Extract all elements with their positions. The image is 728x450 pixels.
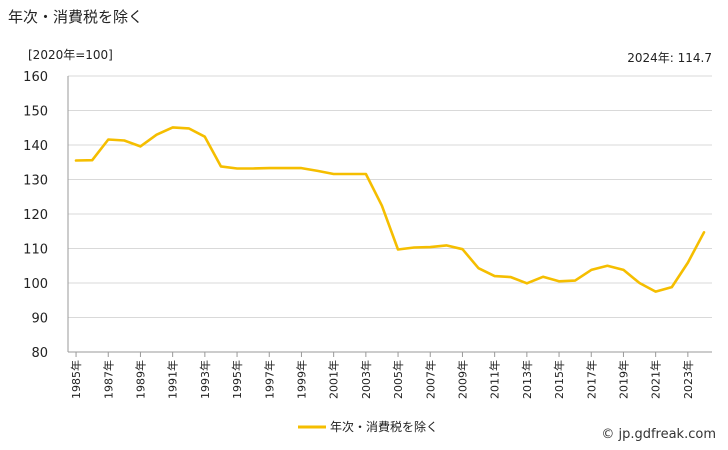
x-tick-label: 2021年	[649, 360, 663, 399]
x-tick-label: 1985年	[69, 360, 83, 399]
x-tick-label: 1989年	[133, 360, 147, 399]
x-tick-label: 2023年	[681, 360, 695, 399]
y-axis: 80 90 100 110 120 130 140 150 160	[23, 70, 48, 361]
y-tick-label: 130	[23, 174, 48, 189]
source-credit: © jp.gdfreak.com	[601, 427, 716, 442]
y-tick-label: 80	[31, 346, 48, 361]
x-tick-label: 2019年	[616, 360, 630, 399]
x-tick-label: 1991年	[166, 360, 180, 399]
series-group	[74, 126, 706, 293]
grid-lines	[67, 75, 712, 353]
unit-label: [2020年=100]	[28, 48, 113, 62]
x-tick-label: 2017年	[584, 360, 598, 399]
x-tick-label: 2005年	[391, 360, 405, 399]
x-tick-label: 1997年	[262, 360, 276, 399]
y-tick-label: 90	[31, 312, 48, 327]
x-tick-label: 2015年	[552, 360, 566, 399]
x-tick-label: 2001年	[327, 360, 341, 399]
y-tick-label: 100	[23, 277, 48, 292]
x-tick-label: 2013年	[520, 360, 534, 399]
chart-title: 年次・消費税を除く	[8, 8, 144, 26]
legend-label: 年次・消費税を除く	[330, 419, 438, 434]
x-axis: 1985年 1987年 1989年 1991年 1993年 1995年 1997年 1999年…	[69, 352, 695, 399]
y-tick-label: 120	[23, 208, 48, 223]
x-tick-label: 2011年	[488, 360, 502, 399]
y-tick-label: 140	[23, 139, 48, 154]
x-tick-label: 1993年	[198, 360, 212, 399]
legend: 年次・消費税を除く	[298, 419, 438, 434]
y-tick-label: 110	[23, 243, 48, 258]
x-tick-label: 2009年	[455, 360, 469, 399]
x-tick-label: 2007年	[423, 360, 437, 399]
series-line	[74, 126, 706, 293]
x-tick-label: 2003年	[359, 360, 373, 399]
latest-value-label: 2024年: 114.7	[627, 51, 712, 65]
y-tick-label: 160	[23, 70, 48, 85]
y-tick-label: 150	[23, 105, 48, 120]
x-tick-label: 1999年	[294, 360, 308, 399]
x-tick-label: 1987年	[101, 360, 115, 399]
x-tick-label: 1995年	[230, 360, 244, 399]
